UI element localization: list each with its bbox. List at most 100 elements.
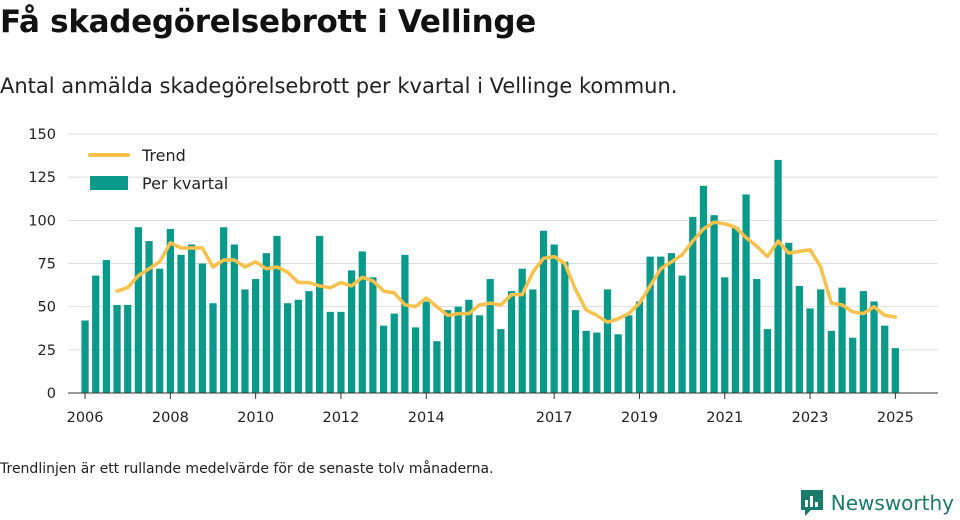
bar xyxy=(433,341,441,393)
bar xyxy=(177,254,185,393)
bar xyxy=(710,215,718,393)
bar xyxy=(667,253,676,393)
bar xyxy=(849,337,857,393)
bar xyxy=(859,291,867,393)
x-tick-label: 2017 xyxy=(536,410,573,426)
bar xyxy=(678,275,686,393)
bar xyxy=(785,242,793,393)
bar xyxy=(507,291,516,393)
bar xyxy=(529,289,537,393)
bar xyxy=(742,194,750,393)
chart-title: Få skadegörelsebrott i Vellinge xyxy=(0,4,536,40)
bar xyxy=(721,277,729,393)
bar xyxy=(188,244,196,393)
bar xyxy=(113,304,121,393)
bar xyxy=(273,235,281,393)
bar xyxy=(358,251,366,393)
chart-subtitle: Antal anmälda skadegörelsebrott per kvar… xyxy=(0,74,678,98)
bar xyxy=(486,279,494,393)
bar xyxy=(593,332,601,393)
bar xyxy=(518,268,526,393)
bar xyxy=(220,227,228,393)
bar-series xyxy=(81,159,899,393)
bar xyxy=(731,227,740,393)
x-axis: 2006 2008 2010 2012 2014 2017 2019 2021 2023 2025 xyxy=(67,393,914,426)
bar xyxy=(102,260,111,393)
bar xyxy=(550,244,558,393)
bar xyxy=(411,327,420,393)
bar xyxy=(443,310,452,393)
bar xyxy=(315,235,324,393)
bar xyxy=(369,277,377,393)
bar xyxy=(284,303,292,393)
x-tick-label: 2023 xyxy=(792,410,829,426)
x-tick-label: 2006 xyxy=(67,410,104,426)
x-tick-label: 2010 xyxy=(237,410,274,426)
bar xyxy=(497,329,505,393)
y-tick-label: 25 xyxy=(38,343,56,359)
x-tick-label: 2025 xyxy=(877,410,914,426)
bar xyxy=(124,304,132,393)
bar xyxy=(252,279,260,393)
legend-trend-label: Trend xyxy=(141,146,186,165)
bar xyxy=(657,256,665,393)
bar xyxy=(337,311,345,393)
x-tick-label: 2008 xyxy=(152,410,189,426)
bar xyxy=(774,159,782,393)
y-tick-label: 0 xyxy=(47,386,56,402)
footnote: Trendlinjen är ett rullande medelvärde f… xyxy=(0,461,494,477)
bar xyxy=(603,289,612,393)
bar xyxy=(753,279,761,393)
bar xyxy=(326,311,334,393)
bar xyxy=(571,310,580,393)
y-tick-label: 125 xyxy=(28,170,56,186)
y-tick-label: 50 xyxy=(38,300,56,316)
bar xyxy=(134,227,142,393)
bar xyxy=(870,301,878,393)
bar xyxy=(795,285,804,393)
bar xyxy=(81,320,89,393)
bar xyxy=(539,230,548,393)
newsworthy-logo-icon xyxy=(800,490,823,516)
bar xyxy=(838,287,846,393)
bar xyxy=(646,256,654,393)
y-tick-label: 100 xyxy=(28,213,56,229)
bar xyxy=(465,299,473,393)
bar xyxy=(699,185,708,393)
bar xyxy=(891,348,899,393)
bar xyxy=(305,291,313,393)
bar xyxy=(209,303,217,393)
x-tick-label: 2012 xyxy=(322,410,359,426)
bar xyxy=(475,315,484,393)
bar xyxy=(230,244,238,393)
bar xyxy=(422,301,430,393)
y-tick-label: 150 xyxy=(28,127,56,143)
bar xyxy=(635,301,644,393)
brand-name: Newsworthy xyxy=(830,491,954,515)
x-tick-label: 2019 xyxy=(621,410,658,426)
chart-area: 0 25 50 75 100 125 150 2006 2008 2010 2012 2014 201… xyxy=(28,127,938,426)
bar xyxy=(294,299,302,393)
bar xyxy=(614,334,622,393)
bar xyxy=(827,330,836,393)
bar xyxy=(561,261,569,393)
bar xyxy=(689,216,697,393)
bar xyxy=(454,306,462,393)
bar xyxy=(92,275,100,393)
bar xyxy=(817,289,825,393)
bar xyxy=(166,228,174,393)
bar xyxy=(763,329,772,393)
bar xyxy=(262,253,270,393)
bar xyxy=(881,325,889,393)
trend-line xyxy=(115,220,898,324)
bar xyxy=(806,308,814,393)
x-tick-label: 2021 xyxy=(706,410,743,426)
brand-logo[interactable]: Newsworthy xyxy=(799,488,954,518)
x-tick-label: 2014 xyxy=(408,410,445,426)
legend-bar-swatch xyxy=(90,176,128,190)
bar xyxy=(145,241,153,393)
bar xyxy=(241,289,249,393)
legend: Trend Per kvartal xyxy=(88,146,228,193)
bar xyxy=(582,330,590,393)
bar xyxy=(156,268,164,393)
